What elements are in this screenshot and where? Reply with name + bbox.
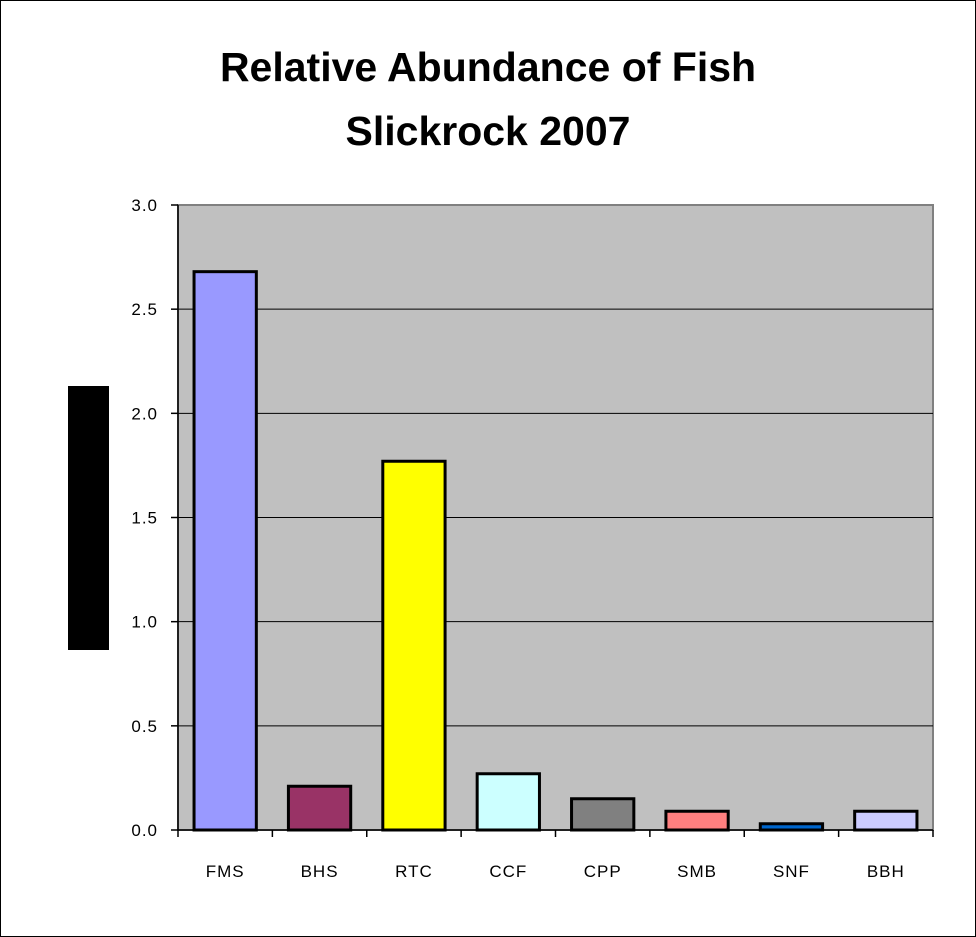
bar-bbh xyxy=(853,809,919,832)
x-tick-label: BHS xyxy=(301,862,339,881)
x-tick-label: SMB xyxy=(677,862,717,881)
bar-ccf xyxy=(475,772,541,832)
bar-bhs xyxy=(286,784,353,832)
y-tick-labels: 0.0 0.5 1.0 1.5 2.0 2.5 3.0 xyxy=(131,196,158,840)
y-tick-label: 2.0 xyxy=(131,404,158,423)
y-tick-label: 1.5 xyxy=(131,509,158,528)
y-tick-label: 1.0 xyxy=(131,613,158,632)
y-axis-label-redacted xyxy=(68,386,109,650)
x-tick-label: SNF xyxy=(773,862,810,881)
x-tick-label: FMS xyxy=(206,862,245,881)
x-tick-label: BBH xyxy=(867,862,905,881)
y-tick-label: 0.0 xyxy=(131,821,158,840)
bar-cpp xyxy=(570,797,636,832)
chart-title-line-2: Slickrock 2007 xyxy=(345,108,631,154)
gridlines xyxy=(178,308,933,727)
x-tick-label: CCF xyxy=(489,862,527,881)
bar-smb xyxy=(664,809,730,832)
axes xyxy=(171,204,934,837)
chart-title-line-1: Relative Abundance of Fish xyxy=(219,44,757,90)
y-tick-label: 2.5 xyxy=(131,300,158,319)
y-tick-label: 3.0 xyxy=(131,196,158,215)
bars xyxy=(192,270,919,832)
x-tick-label: CPP xyxy=(584,862,622,881)
bar-snf xyxy=(758,822,825,832)
x-tick-label: RTC xyxy=(395,862,433,881)
bar-fms xyxy=(192,270,258,832)
bar-rtc xyxy=(381,459,447,832)
x-tick-labels: FMS BHS RTC CCF CPP SMB SNF BBH xyxy=(206,862,905,881)
y-tick-label: 0.5 xyxy=(131,717,158,736)
